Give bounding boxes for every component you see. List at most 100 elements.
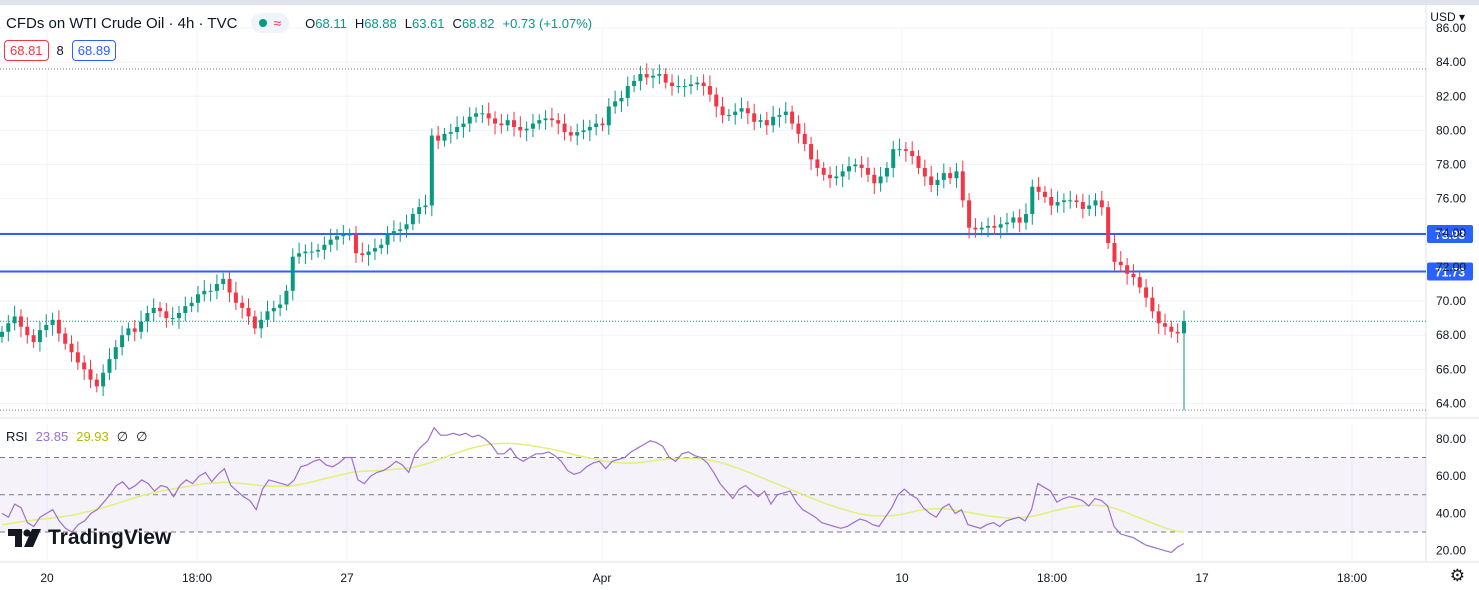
- candle-body: [1131, 273, 1136, 278]
- candle-body: [1099, 200, 1104, 208]
- open-key: O: [305, 15, 316, 31]
- candle-body: [688, 84, 693, 87]
- candle-body: [360, 253, 365, 255]
- candle-body: [530, 123, 535, 129]
- candle-body: [436, 135, 441, 141]
- gear-icon[interactable]: ⚙: [1449, 566, 1465, 585]
- candle-body: [1087, 205, 1092, 209]
- high-key: H: [354, 15, 365, 31]
- time-tick-label: 20: [40, 571, 54, 585]
- candle-body: [1017, 217, 1022, 223]
- candle-body: [455, 126, 460, 133]
- low-key: L: [404, 15, 412, 31]
- candle-body: [1118, 261, 1123, 266]
- price-tick-label: 84.00: [1436, 55, 1466, 69]
- candle-body: [594, 123, 599, 127]
- candle-body: [967, 200, 972, 228]
- rsi-tick-label: 40.00: [1436, 506, 1466, 520]
- candle-body: [764, 120, 769, 126]
- candle-body: [638, 74, 643, 81]
- candle-body: [69, 343, 74, 353]
- symbol-title[interactable]: CFDs on WTI Crude Oil · 4h · TVC: [6, 14, 238, 32]
- candle-body: [1150, 297, 1155, 312]
- sell-button[interactable]: 68.81: [4, 40, 49, 61]
- candle-body: [18, 316, 23, 327]
- rsi-legend: RSI 23.85 29.93 ∅ ∅: [6, 429, 147, 445]
- candle-body: [581, 130, 586, 133]
- candle-body: [126, 328, 131, 336]
- candle-body: [922, 167, 927, 177]
- candle-body: [524, 128, 529, 131]
- candle-body: [790, 111, 795, 124]
- candle-body: [815, 159, 820, 168]
- candle-body: [113, 347, 118, 360]
- level-price-label: 73.93: [1435, 228, 1465, 242]
- rsi-value: 23.85: [35, 429, 69, 444]
- candle-body: [107, 359, 112, 373]
- candle-body: [1055, 202, 1060, 206]
- market-status-pill[interactable]: ≈: [251, 13, 290, 33]
- candle-body: [12, 316, 17, 324]
- tradingview-logo[interactable]: TradingView: [8, 526, 171, 550]
- candle-body: [606, 106, 611, 126]
- candle-body: [164, 311, 169, 319]
- candle-body: [777, 115, 782, 117]
- time-tick-label: Apr: [593, 571, 612, 585]
- candle-body: [120, 335, 125, 348]
- low-value: 63.61: [412, 15, 445, 31]
- candle-body: [935, 179, 940, 186]
- candle-body: [480, 113, 485, 115]
- buy-button[interactable]: 68.89: [71, 40, 117, 61]
- rsi-tick-label: 80.00: [1436, 432, 1466, 446]
- candle-body: [227, 278, 232, 293]
- time-tick-label: 27: [340, 571, 354, 585]
- candle-body: [259, 319, 264, 329]
- candle-body: [663, 74, 668, 83]
- candle-body: [252, 316, 257, 329]
- price-tick-label: 64.00: [1436, 396, 1466, 410]
- price-tick-label: 78.00: [1436, 158, 1466, 172]
- candle-body: [511, 120, 516, 127]
- candle-body: [442, 133, 447, 141]
- time-tick-label: 18:00: [1337, 571, 1367, 585]
- candle-body: [189, 302, 194, 307]
- candle-body: [63, 333, 68, 344]
- level-price-label: 71.73: [1435, 266, 1465, 280]
- candle-body: [846, 166, 851, 172]
- candle-body: [771, 116, 776, 126]
- candle-body: [1156, 311, 1161, 324]
- candle-body: [1137, 277, 1142, 288]
- candle-body: [1005, 222, 1010, 225]
- candle-body: [170, 318, 175, 320]
- candle-body: [575, 132, 580, 136]
- candle-body: [821, 167, 826, 175]
- candle-body: [322, 244, 327, 250]
- candle-body: [568, 132, 573, 136]
- trade-panel: 68.81 8 68.89: [4, 40, 117, 61]
- candle-body: [474, 113, 479, 117]
- candle-body: [891, 149, 896, 168]
- candle-body: [176, 313, 181, 319]
- candle-body: [448, 132, 453, 134]
- currency-selector[interactable]: USD ▾: [1430, 10, 1465, 24]
- candle-body: [903, 149, 908, 151]
- candle-body: [625, 86, 630, 98]
- candle-body: [1042, 191, 1047, 197]
- candle-body: [948, 173, 953, 179]
- candle-body: [676, 86, 681, 88]
- candle-body: [644, 74, 649, 78]
- candle-body: [208, 290, 213, 292]
- candle-body: [410, 214, 415, 225]
- candle-body: [341, 234, 346, 237]
- candle-body: [1112, 243, 1117, 262]
- candle-body: [25, 326, 30, 336]
- rsi-name[interactable]: RSI: [6, 429, 28, 444]
- candle-body: [701, 82, 706, 87]
- candle-body: [986, 225, 991, 228]
- candle-body: [195, 294, 200, 303]
- candle-body: [0, 331, 4, 337]
- close-value: 68.82: [461, 15, 495, 31]
- candle-body: [670, 82, 675, 87]
- candle-body: [391, 231, 396, 235]
